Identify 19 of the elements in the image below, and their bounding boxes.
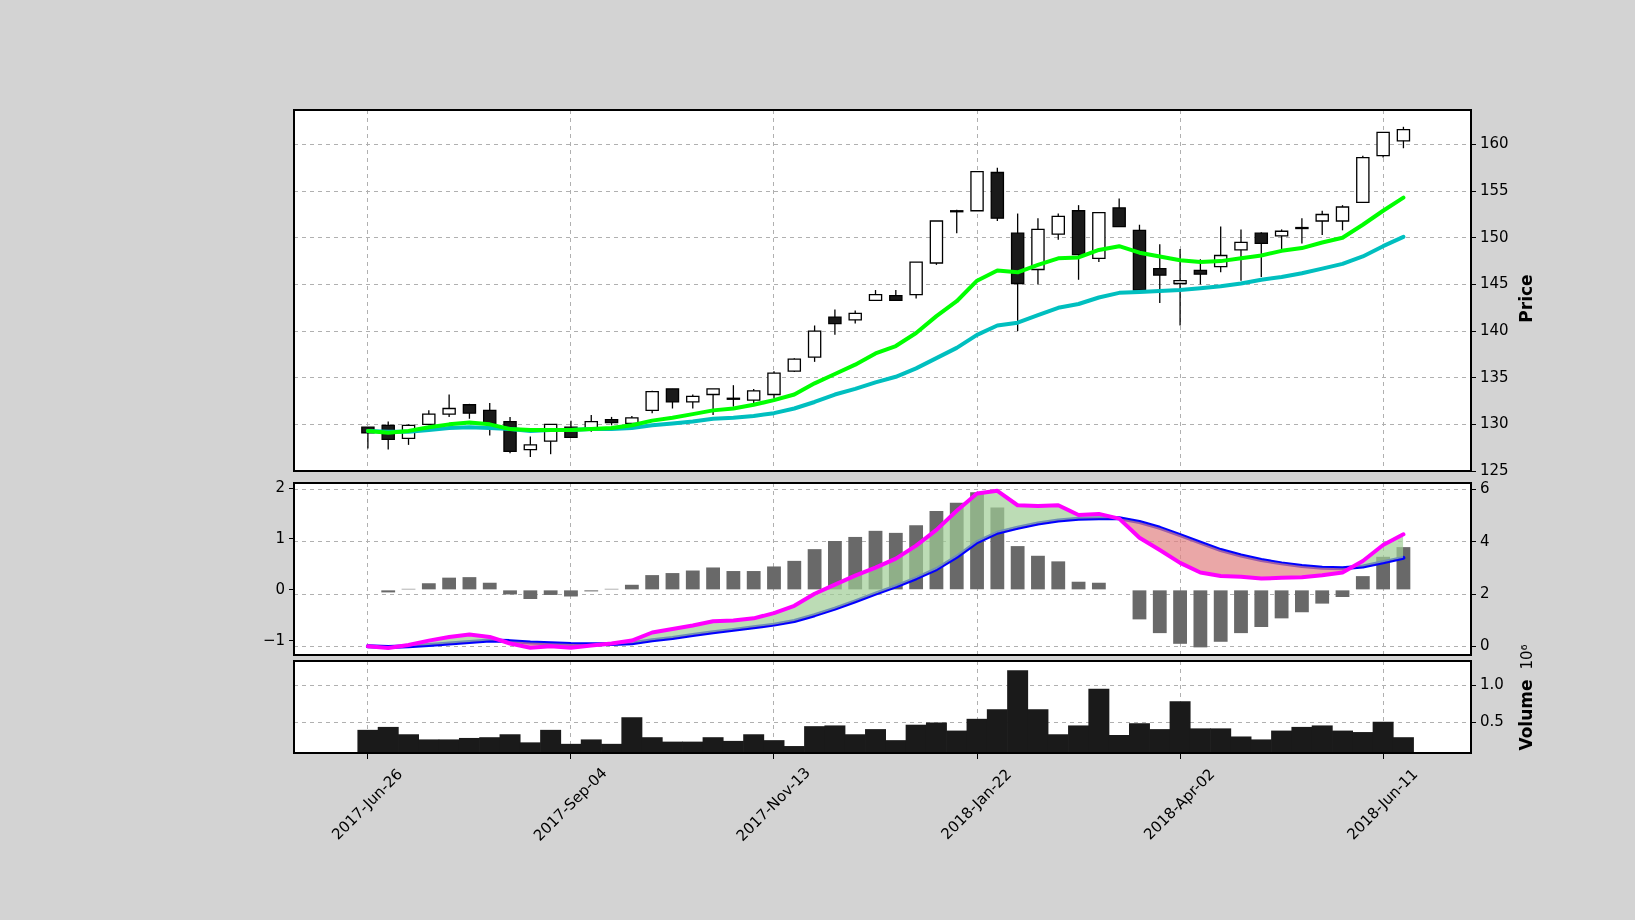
y-axis-title: Price [1516,274,1537,323]
y-tick-label: 130 [1480,414,1509,433]
y-axis-title: Volume [1516,679,1537,751]
y-tick-label: 0.5 [1480,711,1504,730]
y2-tick-label: 4 [1480,531,1490,550]
y-tick-label: 125 [1480,460,1509,479]
y-tick-label: 1 [275,528,285,547]
y-tick-label: 0 [275,579,285,598]
y-tick-label: 150 [1480,227,1509,246]
y-tick-label: 155 [1480,181,1509,200]
y-tick-label: 135 [1480,367,1509,386]
y-tick-label: 1.0 [1480,675,1504,694]
y-tick-label: 145 [1480,274,1509,293]
y-tick-label: 140 [1480,320,1509,339]
y-tick-label: −1 [262,630,285,649]
y-tick-label: 2 [275,477,285,496]
y-tick-label: 160 [1480,134,1509,153]
y2-tick-label: 6 [1480,479,1490,498]
text: 10⁶ [1517,644,1536,670]
